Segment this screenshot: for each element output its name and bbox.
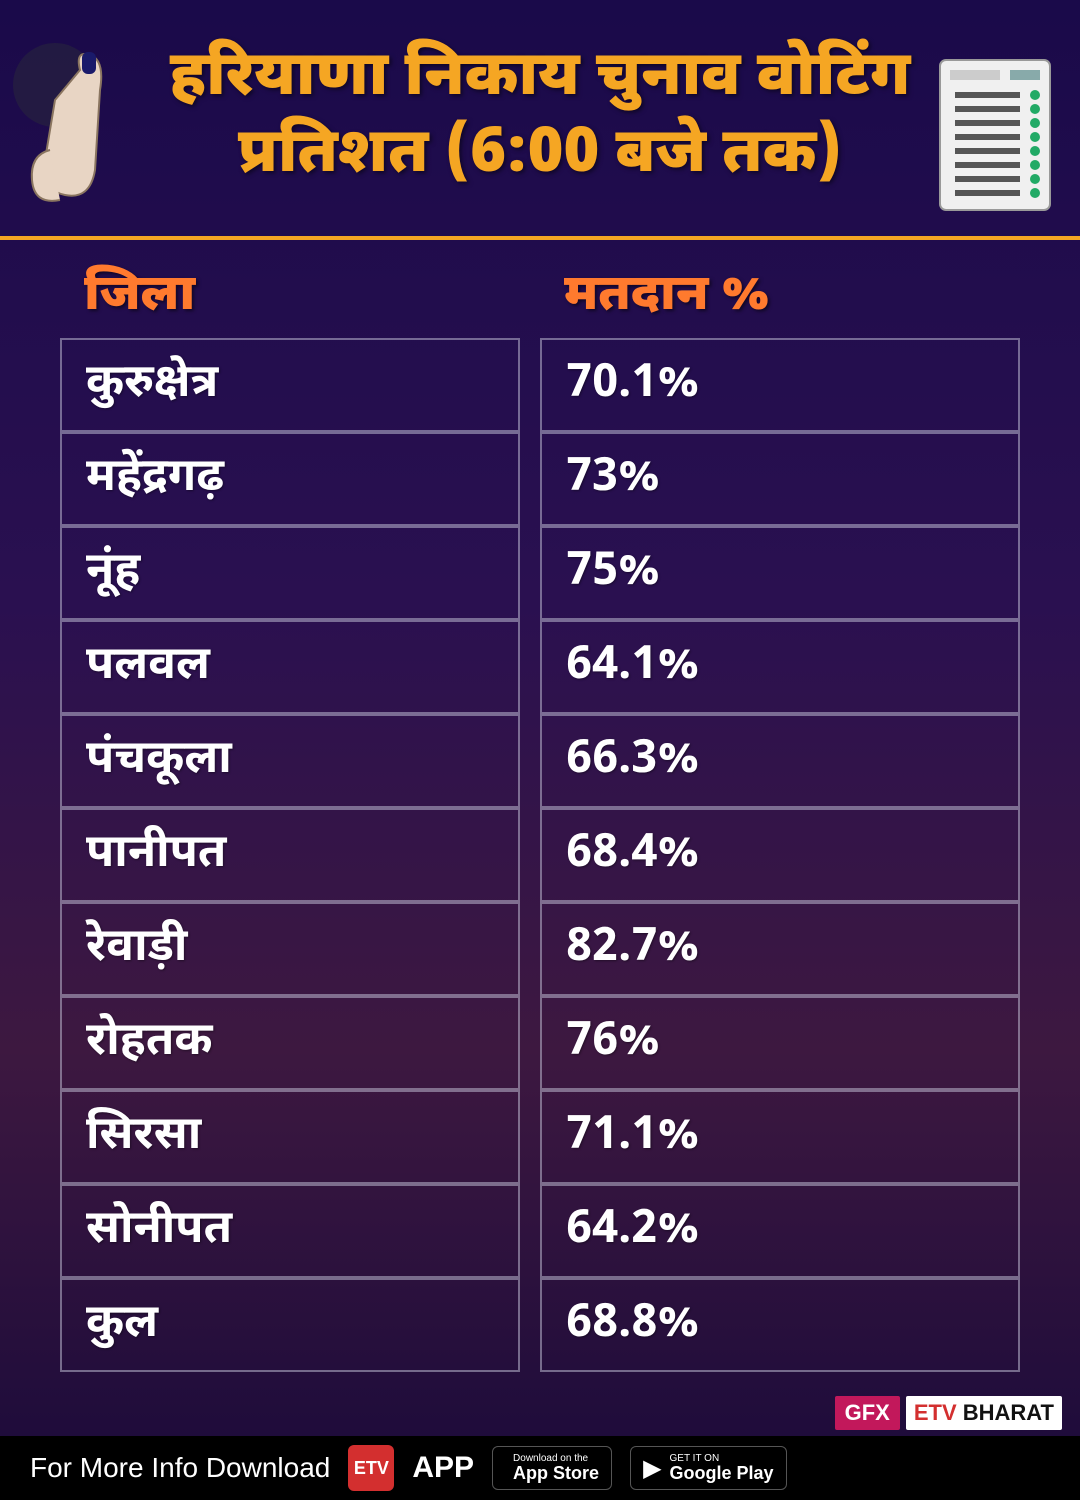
- table-row: नूंह75%: [60, 526, 1020, 620]
- percentage-cell: 68.8%: [540, 1278, 1020, 1372]
- table-row: सोनीपत64.2%: [60, 1184, 1020, 1278]
- district-cell: नूंह: [60, 526, 520, 620]
- percentage-cell: 66.3%: [540, 714, 1020, 808]
- voting-table: जिला मतदान % कुरुक्षेत्र70.1%महेंद्रगढ़7…: [0, 240, 1080, 1392]
- percentage-cell: 71.1%: [540, 1090, 1020, 1184]
- header: हरियाणा निकाय चुनाव वोटिंग प्रतिशत (6:00…: [0, 0, 1080, 240]
- etv-app-logo-icon: ETV: [348, 1445, 394, 1491]
- google-play-button[interactable]: ▶ GET IT ON Google Play: [630, 1446, 787, 1490]
- play-big-text: Google Play: [670, 1464, 774, 1482]
- table-row: रेवाड़ी82.7%: [60, 902, 1020, 996]
- download-text: For More Info Download: [30, 1452, 330, 1484]
- column-header-percentage: मतदान %: [540, 265, 1020, 330]
- table-row: पानीपत68.4%: [60, 808, 1020, 902]
- district-cell: महेंद्रगढ़: [60, 432, 520, 526]
- district-cell: कुल: [60, 1278, 520, 1372]
- percentage-cell: 64.1%: [540, 620, 1020, 714]
- evm-machine-icon: [930, 50, 1060, 220]
- etv-bharat-badge: ETV BHARAT: [906, 1396, 1062, 1430]
- title-line-2: प्रतिशत (6:00 बजे तक): [170, 118, 911, 196]
- percentage-cell: 75%: [540, 526, 1020, 620]
- gfx-badge: GFX: [835, 1396, 900, 1430]
- page-title: हरियाणा निकाय चुनाव वोटिंग प्रतिशत (6:00…: [170, 41, 911, 196]
- download-bar: For More Info Download ETV APP Download …: [0, 1436, 1080, 1500]
- percentage-cell: 82.7%: [540, 902, 1020, 996]
- table-row: पंचकूला66.3%: [60, 714, 1020, 808]
- percentage-cell: 76%: [540, 996, 1020, 1090]
- table-row: कुरुक्षेत्र70.1%: [60, 338, 1020, 432]
- app-store-button[interactable]: Download on the App Store: [492, 1446, 612, 1490]
- bharat-word: BHARAT: [963, 1400, 1054, 1425]
- title-line-1: हरियाणा निकाय चुनाव वोटिंग: [170, 41, 911, 119]
- google-play-icon: ▶: [643, 1454, 661, 1483]
- table-row: रोहतक76%: [60, 996, 1020, 1090]
- district-cell: सिरसा: [60, 1090, 520, 1184]
- appstore-big-text: App Store: [513, 1464, 599, 1482]
- app-label: APP: [412, 1451, 474, 1485]
- table-row: महेंद्रगढ़73%: [60, 432, 1020, 526]
- district-cell: रेवाड़ी: [60, 902, 520, 996]
- footer: GFX ETV BHARAT For More Info Download ET…: [0, 1390, 1080, 1500]
- district-cell: पंचकूला: [60, 714, 520, 808]
- district-cell: कुरुक्षेत्र: [60, 338, 520, 432]
- table-row: पलवल64.1%: [60, 620, 1020, 714]
- table-row: सिरसा71.1%: [60, 1090, 1020, 1184]
- district-cell: पानीपत: [60, 808, 520, 902]
- district-cell: सोनीपत: [60, 1184, 520, 1278]
- voting-finger-icon: [10, 40, 160, 220]
- percentage-cell: 68.4%: [540, 808, 1020, 902]
- table-row: कुल68.8%: [60, 1278, 1020, 1372]
- percentage-cell: 73%: [540, 432, 1020, 526]
- column-header-district: जिला: [60, 265, 520, 330]
- percentage-cell: 64.2%: [540, 1184, 1020, 1278]
- table-body: कुरुक्षेत्र70.1%महेंद्रगढ़73%नूंह75%पलवल…: [60, 338, 1020, 1372]
- percentage-cell: 70.1%: [540, 338, 1020, 432]
- table-header-row: जिला मतदान %: [60, 265, 1020, 330]
- district-cell: पलवल: [60, 620, 520, 714]
- etv-text: ETV: [914, 1400, 957, 1425]
- district-cell: रोहतक: [60, 996, 520, 1090]
- branding-row: GFX ETV BHARAT: [0, 1390, 1080, 1436]
